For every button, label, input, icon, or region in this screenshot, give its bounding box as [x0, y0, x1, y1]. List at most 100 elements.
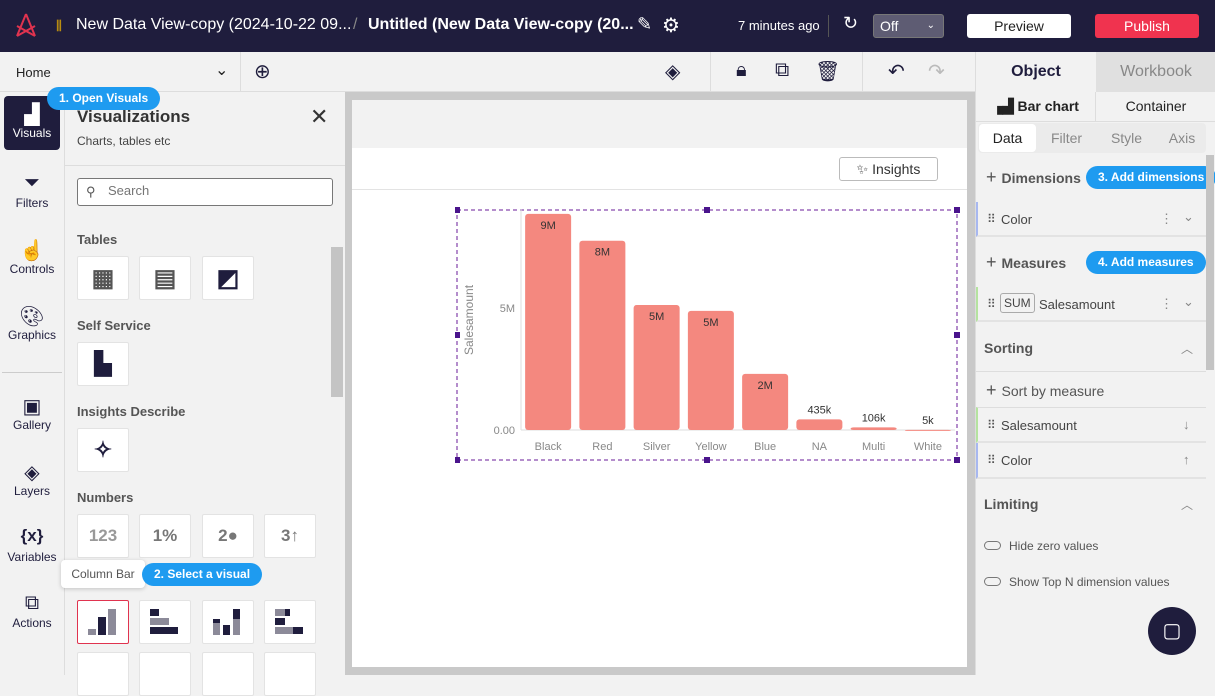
hide-zero-toggle[interactable]: Hide zero values — [984, 539, 1098, 553]
close-icon[interactable]: ✕ — [310, 104, 329, 129]
visual-pivot-table[interactable]: ▤ — [139, 256, 191, 300]
tab-workbook[interactable]: Workbook — [1096, 52, 1215, 92]
bar-black[interactable] — [525, 213, 572, 430]
visual-crosstab[interactable]: ◩ — [202, 256, 254, 300]
bar-white[interactable] — [904, 429, 951, 431]
aggregation-badge[interactable]: SUM — [1000, 293, 1035, 313]
tab-filter[interactable]: Filter — [1050, 130, 1083, 146]
visual-number-trend[interactable]: 3↑ — [264, 514, 316, 558]
panel-scrollbar[interactable] — [1206, 155, 1214, 370]
resize-handle[interactable] — [954, 457, 960, 463]
delete-icon[interactable]: 🗑︎ — [815, 61, 841, 83]
sorting-header[interactable]: Sorting — [984, 340, 1033, 356]
rail-label: Filters — [15, 196, 49, 210]
dimension-item[interactable]: ⠿ Color ⋮ ⌄ — [976, 202, 1206, 237]
preview-button[interactable]: Preview — [967, 14, 1071, 38]
undo-icon[interactable]: ↶ — [888, 61, 905, 83]
app-logo-icon[interactable] — [14, 12, 38, 38]
visual-percent[interactable]: 1% — [139, 514, 191, 558]
search-field[interactable] — [108, 183, 318, 198]
chevron-down-icon[interactable]: ⌄ — [1183, 294, 1194, 309]
measure-item[interactable]: ⠿ SUM Salesamount ⋮ ⌄ — [976, 287, 1206, 322]
rail-item-filters[interactable]: ⏷ Filters — [4, 166, 60, 220]
subtab-container[interactable]: Container — [1096, 92, 1215, 122]
resize-handle[interactable] — [704, 207, 710, 213]
add-dimensions-button[interactable]: + Dimensions — [986, 167, 1081, 188]
resize-handle[interactable] — [455, 207, 460, 213]
insights-button[interactable]: ✨︎ Insights — [839, 157, 938, 181]
top-n-toggle[interactable]: Show Top N dimension values — [984, 575, 1170, 589]
page-select[interactable]: Home ⌄ — [0, 52, 240, 92]
visual-self-service[interactable]: ▙ — [77, 342, 129, 386]
tab-axis[interactable]: Axis — [1168, 130, 1196, 146]
rail-item-layers[interactable]: ◈ Layers — [4, 454, 60, 508]
bar-na[interactable] — [796, 419, 843, 430]
tab-style[interactable]: Style — [1110, 130, 1143, 146]
bar-chart[interactable]: Salesamount 0.00 5M 9M Black 8M Red 5M Silver 5M… — [455, 207, 961, 464]
bar-silver[interactable] — [633, 304, 680, 430]
redo-icon[interactable]: ↷ — [928, 61, 945, 83]
tab-object[interactable]: Object — [1011, 63, 1061, 80]
rail-item-variables[interactable]: {x} Variables — [4, 520, 60, 574]
tab-data[interactable]: Data — [979, 124, 1036, 152]
refresh-icon[interactable]: ↻ — [843, 13, 859, 33]
resize-handle[interactable] — [455, 332, 460, 338]
limiting-header[interactable]: Limiting — [984, 496, 1039, 512]
subtab-bar-chart[interactable]: ▗▟ Bar chart — [976, 92, 1096, 122]
edit-pencil-icon[interactable]: ✎ — [637, 14, 653, 34]
arrow-down-icon[interactable]: ↓ — [1183, 417, 1190, 432]
data-label: 106k — [862, 412, 886, 424]
duplicate-icon[interactable]: ⧉ — [775, 59, 790, 81]
rail-item-controls[interactable]: ☝ Controls — [4, 232, 60, 286]
chat-support-button[interactable]: ▢ — [1148, 607, 1196, 655]
chevron-up-icon[interactable]: ︿ — [1181, 342, 1194, 356]
visual-tile[interactable] — [202, 652, 254, 696]
lock-icon[interactable]: 🔒︎ — [736, 59, 747, 81]
bar-yellow[interactable] — [687, 310, 734, 430]
visual-horizontal-bar[interactable] — [139, 600, 191, 644]
visual-stacked-bar[interactable] — [264, 600, 316, 644]
sort-by-measure-button[interactable]: + Sort by measure — [986, 380, 1104, 401]
refresh-mode-select[interactable]: Off ⌄ — [873, 14, 944, 38]
settings-gear-icon[interactable]: ⚙ — [662, 15, 680, 37]
search-input[interactable]: ⚲ — [77, 178, 333, 206]
sort-item[interactable]: ⠿ Color ↑ — [976, 443, 1206, 479]
guide-step-4: 4. Add measures — [1086, 251, 1206, 274]
visual-table[interactable]: ▦ — [77, 256, 129, 300]
layers-icon[interactable]: ◈ — [665, 61, 681, 83]
panel-scrollbar[interactable] — [331, 247, 343, 397]
bar-multi[interactable] — [850, 427, 897, 430]
resize-handle[interactable] — [954, 207, 960, 213]
arrow-up-icon[interactable]: ↑ — [1183, 452, 1190, 467]
visual-tile[interactable] — [77, 652, 129, 696]
publish-button[interactable]: Publish — [1095, 14, 1199, 38]
resize-handle[interactable] — [704, 457, 710, 463]
rail-item-graphics[interactable]: 🎨︎ Graphics — [4, 298, 60, 352]
data-label: 435k — [807, 404, 831, 416]
visual-number[interactable]: 123 — [77, 514, 129, 558]
sort-item[interactable]: ⠿ Salesamount ↓ — [976, 407, 1206, 443]
more-vertical-icon[interactable]: ⋮ — [1160, 296, 1173, 311]
breadcrumb-dataset[interactable]: New Data View-copy (2024-10-22 09... — [76, 16, 352, 33]
workbook-title[interactable]: Untitled (New Data View-copy (20... — [368, 16, 634, 33]
visual-tile[interactable] — [264, 652, 316, 696]
add-measures-button[interactable]: + Measures — [986, 252, 1066, 273]
bar-blue[interactable] — [742, 373, 789, 430]
bar-red[interactable] — [579, 240, 626, 430]
visual-insights[interactable]: ✧ — [77, 428, 129, 472]
x-tick-label: White — [914, 441, 942, 453]
add-page-icon[interactable]: ⊕ — [254, 61, 271, 83]
resize-handle[interactable] — [455, 457, 460, 463]
chevron-up-icon[interactable]: ︿ — [1181, 498, 1194, 512]
rail-item-gallery[interactable]: ▣ Gallery — [4, 388, 60, 442]
more-vertical-icon[interactable]: ⋮ — [1160, 211, 1173, 226]
tile-label: 3↑ — [281, 526, 299, 545]
visual-tile[interactable] — [139, 652, 191, 696]
rail-item-actions[interactable]: ⧉ Actions — [4, 586, 60, 640]
x-tick-label: Yellow — [695, 441, 726, 453]
visual-stacked-column[interactable] — [202, 600, 254, 644]
resize-handle[interactable] — [954, 332, 960, 338]
visual-column-bar[interactable] — [77, 600, 129, 644]
visual-number-indicator[interactable]: 2● — [202, 514, 254, 558]
chevron-down-icon[interactable]: ⌄ — [1183, 209, 1194, 224]
